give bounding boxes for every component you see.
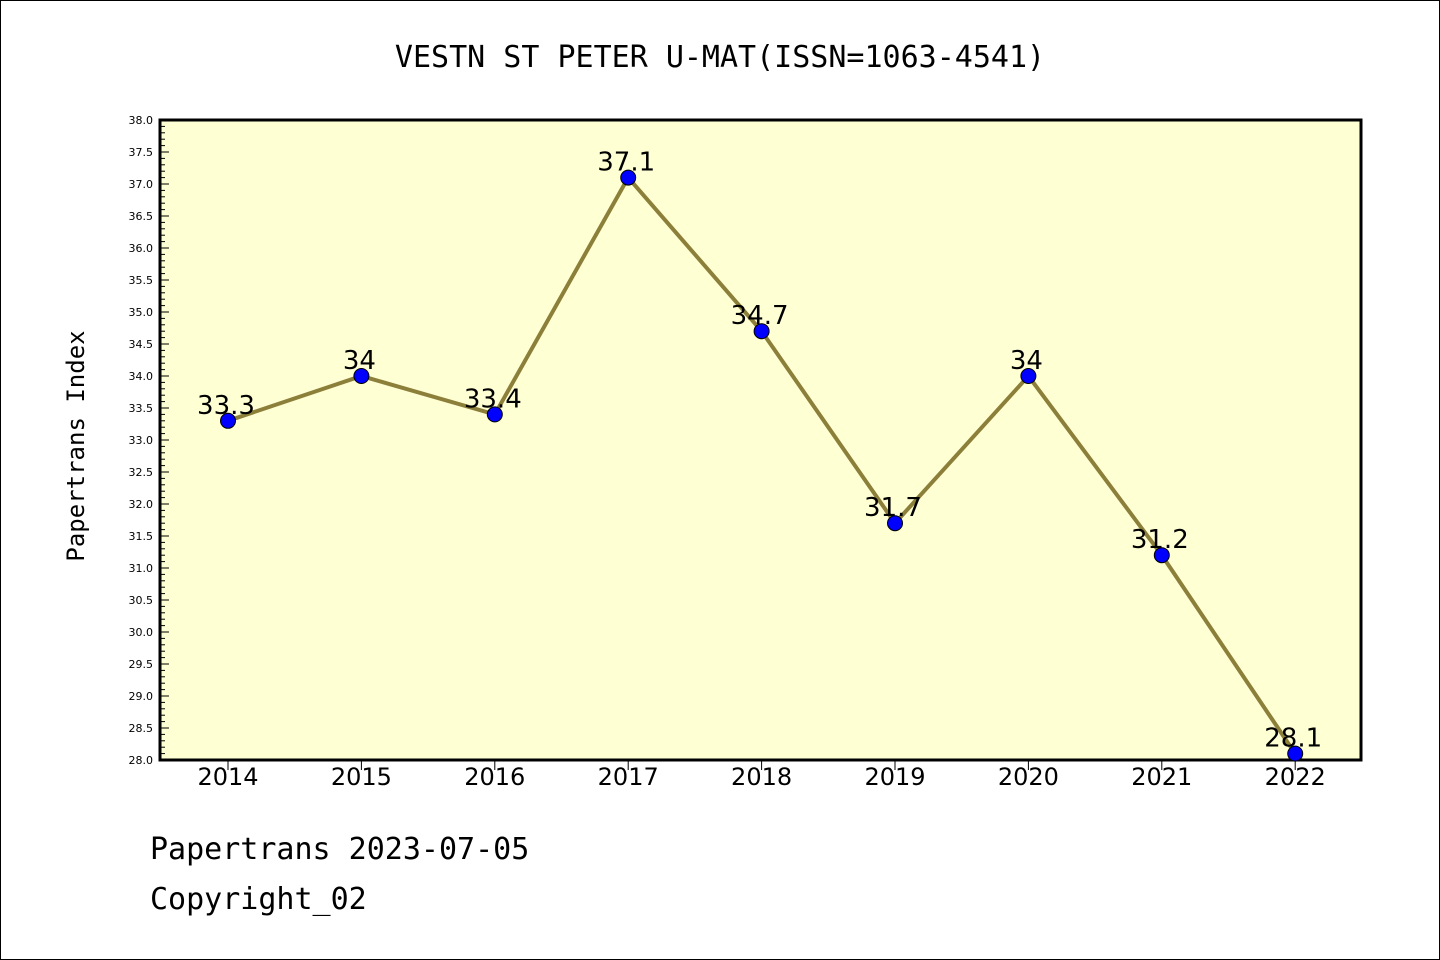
- plot-area: [158, 118, 1363, 762]
- y-tick-label: 34.0: [129, 370, 154, 383]
- data-label: 31.7: [864, 493, 922, 523]
- y-tick-label: 29.0: [129, 690, 154, 703]
- data-label: 28.1: [1264, 724, 1322, 754]
- y-tick-label: 31.0: [129, 562, 154, 575]
- data-point: [887, 515, 903, 532]
- footer-date: Papertrans 2023-07-05: [150, 832, 530, 867]
- data-label: 34: [1010, 346, 1043, 376]
- x-tick-label: 2018: [731, 763, 792, 791]
- x-tick-label: 2021: [1131, 763, 1192, 791]
- y-tick-label: 34.5: [129, 338, 154, 351]
- data-point: [1153, 547, 1170, 564]
- x-tick-label: 2019: [864, 763, 925, 791]
- x-tick-label: 2016: [464, 763, 525, 791]
- y-axis-ticks: 28.0 28.5 29.0 29.5 30.0 30.5 31.0 31.5 32.0 32.5…: [129, 114, 169, 767]
- footer-copyright: Copyright_02: [150, 882, 367, 917]
- data-label: 37.1: [597, 148, 655, 178]
- y-tick-label: 35.5: [129, 274, 154, 287]
- data-point: [1287, 745, 1304, 762]
- x-tick-label: 2014: [197, 763, 258, 791]
- x-tick-label: 2015: [331, 763, 392, 791]
- x-axis-ticks: 2014 2015 2016 2017 2018 2019 2020 2021 2022: [197, 760, 1326, 791]
- y-tick-label: 33.5: [129, 402, 154, 415]
- data-point: [1020, 368, 1037, 384]
- y-axis-label: Papertrans Index: [62, 330, 90, 561]
- data-point: [620, 169, 637, 186]
- y-tick-label: 28.5: [129, 722, 154, 735]
- chart-title: VESTN ST PETER U-MAT(ISSN=1063-4541): [395, 40, 1045, 75]
- y-tick-label: 32.5: [129, 466, 154, 479]
- y-tick-label: 30.5: [129, 594, 154, 607]
- y-tick-label: 28.0: [129, 754, 154, 767]
- data-label: 33.4: [464, 384, 522, 414]
- data-point: [486, 406, 503, 423]
- y-tick-label: 36.5: [129, 210, 154, 223]
- data-point: [753, 323, 770, 340]
- data-label: 33.3: [197, 391, 255, 421]
- data-label: 34.7: [731, 301, 789, 331]
- y-tick-label: 29.5: [129, 658, 154, 671]
- y-tick-label: 36.0: [129, 242, 154, 255]
- y-tick-label: 35.0: [129, 306, 154, 319]
- data-label: 31.2: [1131, 525, 1189, 555]
- y-tick-label: 37.5: [129, 146, 154, 159]
- y-tick-label: 31.5: [129, 530, 154, 543]
- y-tick-label: 37.0: [129, 178, 154, 191]
- data-point: [220, 412, 236, 429]
- y-tick-label: 33.0: [129, 434, 154, 447]
- y-tick-label: 30.0: [129, 626, 154, 639]
- data-point: [353, 368, 370, 384]
- data-label: 34: [343, 346, 376, 376]
- y-tick-label: 32.0: [129, 498, 154, 511]
- x-tick-label: 2020: [998, 763, 1059, 791]
- x-tick-label: 2017: [598, 763, 659, 791]
- series-layer: [220, 169, 1304, 762]
- y-tick-label: 38.0: [129, 114, 154, 127]
- x-tick-label: 2022: [1265, 763, 1326, 791]
- data-label-layer: 33.3 34 33.4 37.1 34.7 31.7 34 31.2 28.1: [197, 148, 1322, 754]
